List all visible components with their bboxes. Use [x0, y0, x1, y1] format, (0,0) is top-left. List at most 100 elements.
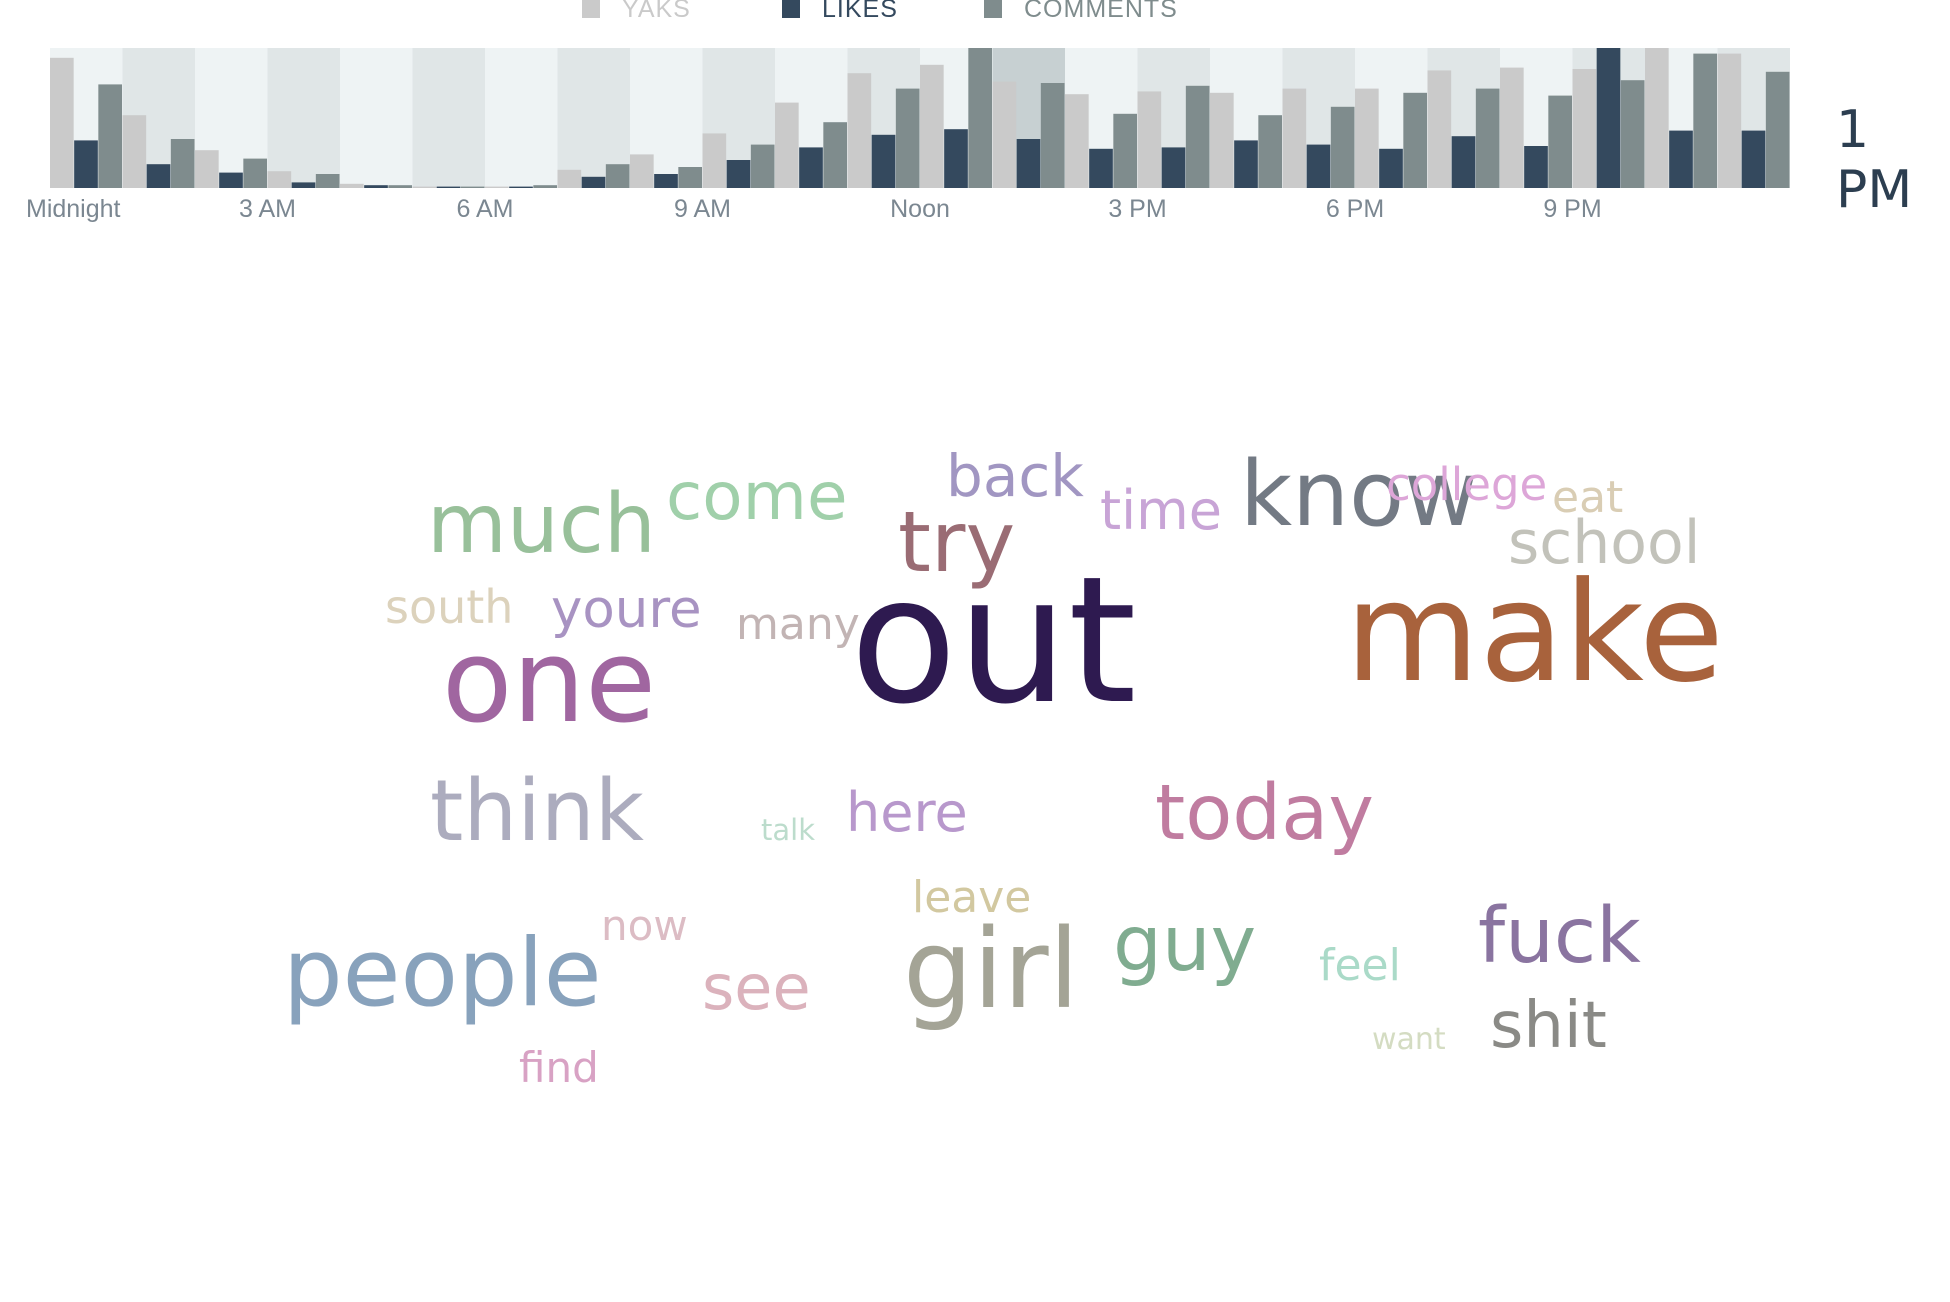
legend-label-yaks: YAKS	[622, 0, 691, 23]
word-today[interactable]: today	[1155, 768, 1374, 858]
bar-likes-3	[291, 182, 316, 188]
bar-yaks-5	[412, 186, 437, 188]
bar-comments-11	[895, 88, 920, 188]
word-south[interactable]: south	[385, 580, 514, 635]
bar-comments-3	[315, 174, 340, 188]
word-girl[interactable]: girl	[903, 905, 1080, 1034]
bar-comments-12	[968, 48, 992, 188]
bar-likes-22	[1669, 130, 1693, 188]
bar-comments-16	[1258, 115, 1282, 188]
word-now[interactable]: now	[601, 901, 688, 951]
word-many[interactable]: many	[736, 598, 860, 650]
bar-likes-18	[1379, 148, 1403, 188]
word-here[interactable]: here	[846, 780, 968, 844]
bar-comments-8	[678, 167, 702, 188]
bar-likes-9	[726, 160, 751, 188]
bar-yaks-0	[50, 57, 74, 188]
hour-column-5[interactable]	[412, 48, 486, 188]
word-shit[interactable]: shit	[1490, 989, 1607, 1064]
legend-swatch-yaks	[582, 0, 600, 18]
x-tick-label-6-am: 6 AM	[457, 195, 514, 223]
bar-likes-20	[1524, 146, 1548, 188]
x-tick-label-9-pm: 9 PM	[1543, 195, 1601, 223]
bar-yaks-12	[920, 64, 944, 188]
bar-yaks-7	[557, 169, 582, 188]
word-see[interactable]: see	[702, 950, 811, 1024]
word-people[interactable]: people	[283, 918, 602, 1028]
word-cloud: one out make much come back time know college eat…	[0, 260, 1950, 1302]
bar-comments-0	[98, 84, 122, 188]
bar-comments-7	[605, 164, 630, 188]
word-much[interactable]: much	[427, 477, 656, 573]
word-find[interactable]: find	[519, 1043, 599, 1093]
bar-yaks-22	[1645, 48, 1669, 188]
bar-yaks-15	[1137, 91, 1162, 188]
bar-likes-13	[1016, 139, 1041, 188]
bar-comments-6	[533, 185, 557, 188]
word-know[interactable]: know	[1240, 441, 1478, 547]
bar-likes-15	[1161, 147, 1186, 188]
x-tick-label-9-am: 9 AM	[674, 195, 731, 223]
bar-comments-22	[1693, 53, 1717, 188]
bar-yaks-18	[1355, 88, 1379, 188]
x-tick-label-3-am: 3 AM	[239, 195, 296, 223]
bar-yaks-16	[1210, 92, 1234, 188]
word-guy[interactable]: guy	[1113, 899, 1257, 989]
legend-item-yaks[interactable]: YAKS	[582, 0, 691, 24]
word-want[interactable]: want	[1372, 1021, 1446, 1057]
word-try[interactable]: try	[898, 493, 1016, 592]
legend-item-likes[interactable]: LIKES	[782, 0, 898, 24]
bar-likes-4	[364, 185, 388, 188]
word-school[interactable]: school	[1508, 508, 1701, 579]
bar-likes-2	[219, 172, 243, 188]
word-out[interactable]: out	[850, 539, 1137, 743]
bar-yaks-11	[847, 73, 872, 188]
bar-yaks-20	[1500, 67, 1524, 188]
word-leave[interactable]: leave	[912, 871, 1032, 923]
bar-comments-13	[1040, 83, 1065, 188]
legend-swatch-likes	[782, 0, 800, 18]
word-eat[interactable]: eat	[1552, 471, 1624, 523]
hour-column-6[interactable]	[485, 48, 558, 188]
selected-hour-readout: 1 PM	[1836, 100, 1913, 220]
word-make[interactable]: make	[1345, 552, 1724, 714]
word-come[interactable]: come	[666, 457, 848, 535]
bar-comments-1	[170, 139, 195, 188]
word-back[interactable]: back	[946, 441, 1084, 510]
bar-comments-14	[1113, 113, 1137, 188]
bar-likes-11	[871, 134, 896, 188]
bar-yaks-14	[1065, 94, 1089, 188]
word-youre[interactable]: youre	[551, 578, 702, 640]
bar-comments-9	[750, 144, 775, 188]
word-college[interactable]: college	[1386, 457, 1548, 511]
bar-likes-23	[1741, 130, 1766, 188]
bar-yaks-8	[630, 154, 654, 188]
bar-comments-21	[1620, 80, 1645, 188]
bar-yaks-3	[267, 171, 292, 188]
bar-likes-8	[654, 174, 678, 188]
bar-comments-4	[388, 185, 412, 188]
bar-likes-17	[1306, 144, 1331, 188]
bar-comments-5	[460, 186, 485, 188]
word-feel[interactable]: feel	[1319, 939, 1401, 991]
legend-swatch-comments	[984, 0, 1002, 18]
bar-likes-14	[1089, 148, 1113, 188]
hourly-activity-chart: YAKS LIKES COMMENTS Midnight 3 AM 6 AM 9 AM…	[0, 0, 1950, 260]
word-one[interactable]: one	[442, 615, 656, 750]
word-think[interactable]: think	[430, 761, 644, 861]
hour-column-4[interactable]	[340, 48, 413, 188]
x-tick-label-midnight: Midnight	[26, 195, 121, 223]
legend-item-comments[interactable]: COMMENTS	[984, 0, 1178, 24]
bar-yaks-13	[992, 81, 1017, 188]
x-tick-label-3-pm: 3 PM	[1108, 195, 1166, 223]
bar-likes-1	[146, 164, 171, 188]
hour-column-3[interactable]	[267, 48, 341, 188]
bar-yaks-1	[122, 115, 147, 188]
bar-comments-20	[1548, 95, 1572, 188]
bar-likes-5	[436, 186, 461, 188]
bar-likes-12	[944, 129, 968, 188]
word-fuck[interactable]: fuck	[1478, 891, 1641, 981]
word-talk[interactable]: talk	[761, 813, 815, 848]
bar-likes-0	[74, 140, 98, 188]
word-time[interactable]: time	[1100, 478, 1223, 542]
